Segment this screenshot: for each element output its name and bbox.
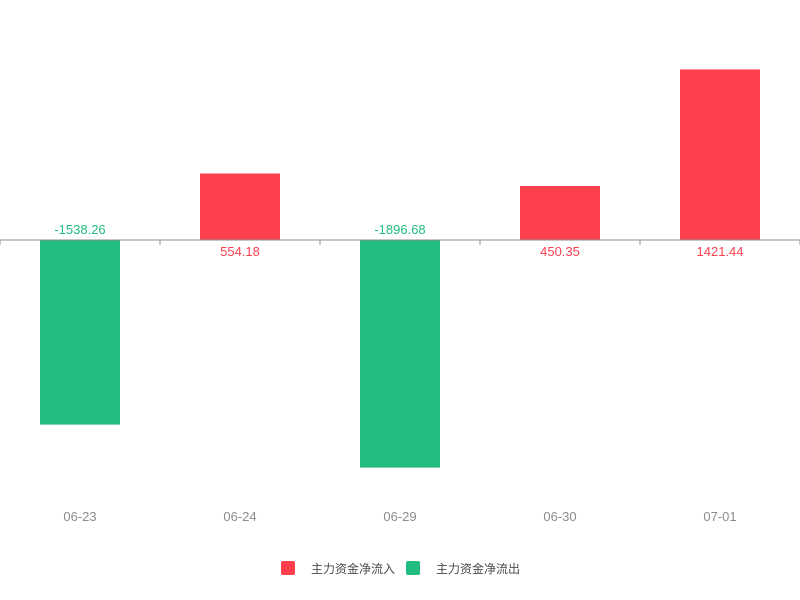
x-tick-label-06-24: 06-24 bbox=[223, 509, 256, 524]
x-tick-label-06-30: 06-30 bbox=[543, 509, 576, 524]
data-label-06-24: 554.18 bbox=[220, 244, 260, 259]
bar-06-29[interactable] bbox=[360, 240, 440, 468]
legend-label-outflow[interactable]: 主力资金净流出 bbox=[436, 561, 520, 576]
data-label-07-01: 1421.44 bbox=[697, 244, 744, 259]
bar-06-30[interactable] bbox=[520, 185, 600, 240]
x-axis-labels: 06-23 06-24 06-29 06-30 07-01 bbox=[63, 509, 736, 524]
x-tick-label-06-29: 06-29 bbox=[383, 509, 416, 524]
legend-swatch-inflow[interactable] bbox=[281, 561, 295, 575]
bar-07-01[interactable] bbox=[680, 69, 760, 240]
data-label-06-30: 450.35 bbox=[540, 244, 580, 259]
bar-06-24[interactable] bbox=[200, 173, 280, 240]
x-tick-label-07-01: 07-01 bbox=[703, 509, 736, 524]
x-tick-label-06-23: 06-23 bbox=[63, 509, 96, 524]
legend-label-inflow[interactable]: 主力资金净流入 bbox=[311, 561, 395, 576]
legend-swatch-outflow[interactable] bbox=[406, 561, 420, 575]
data-label-06-29: -1896.68 bbox=[374, 222, 425, 237]
data-label-06-23: -1538.26 bbox=[54, 222, 105, 237]
bar-06-23[interactable] bbox=[40, 240, 120, 425]
axis-ticks bbox=[0, 240, 800, 245]
legend: 主力资金净流入 主力资金净流出 bbox=[281, 561, 520, 576]
data-labels: -1538.26 554.18 -1896.68 450.35 1421.44 bbox=[54, 222, 743, 259]
bars-layer bbox=[40, 69, 760, 468]
